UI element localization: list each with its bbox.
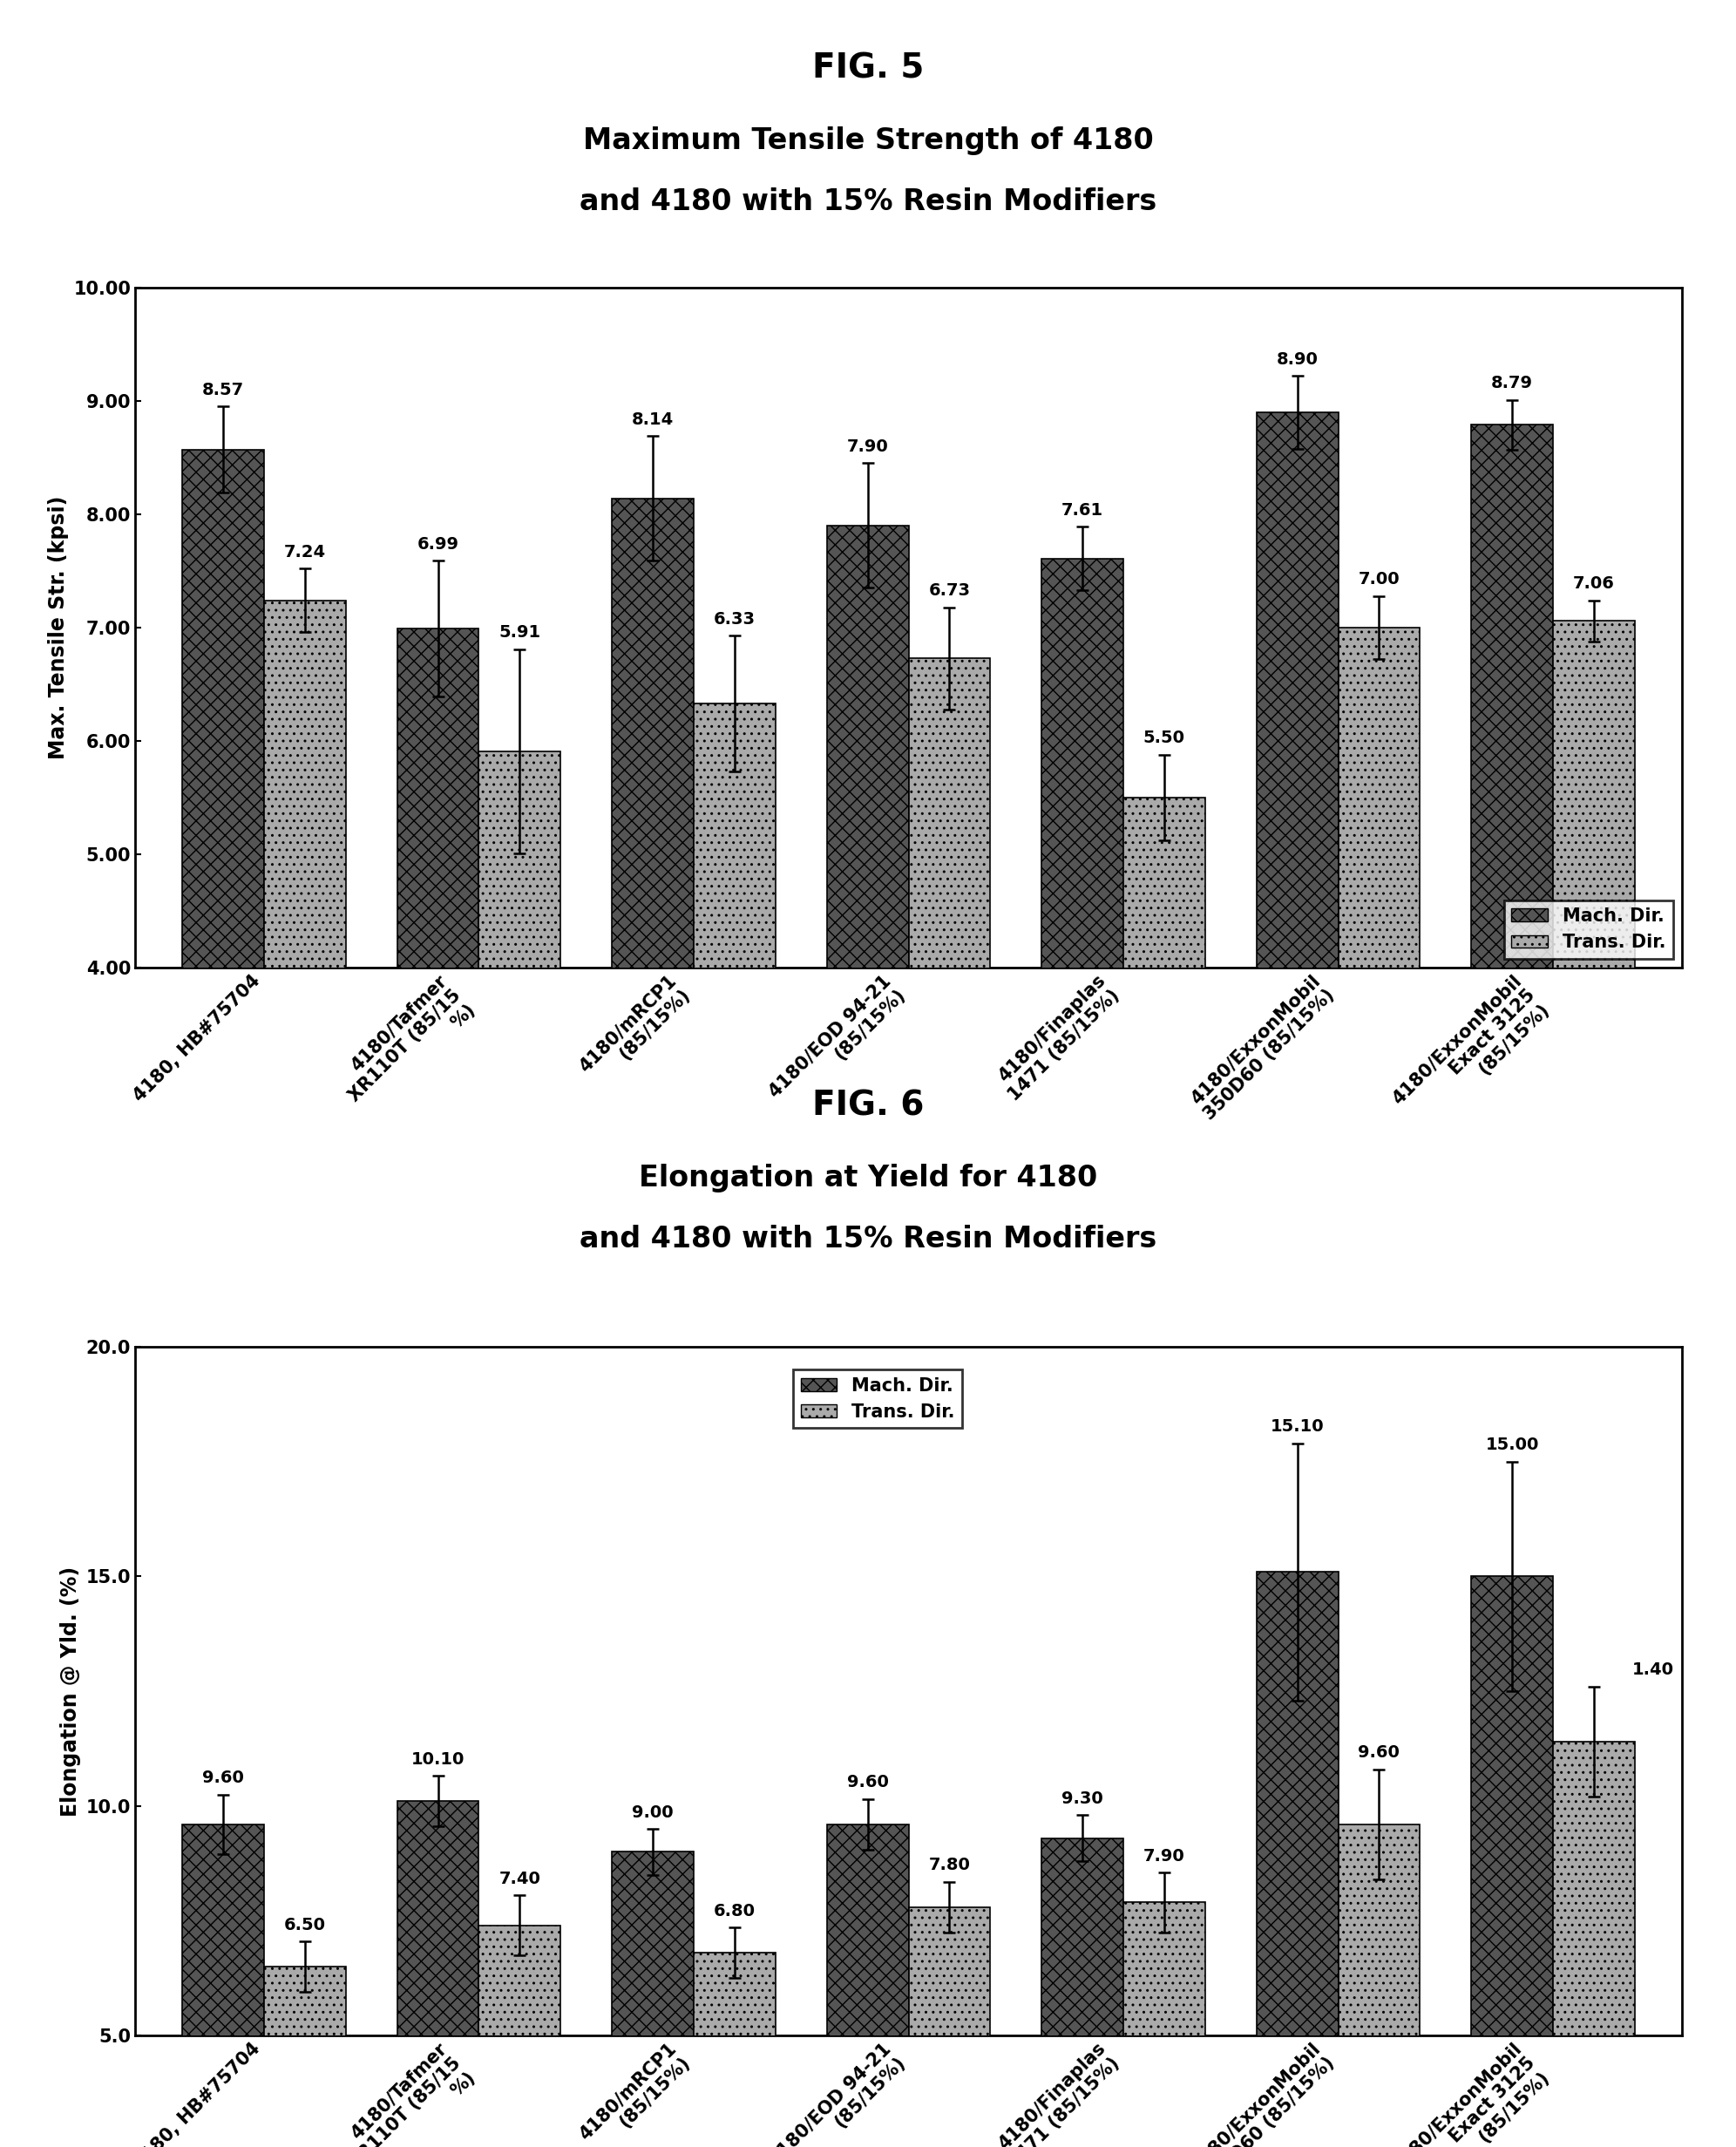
Legend: Mach. Dir., Trans. Dir.: Mach. Dir., Trans. Dir.: [793, 1370, 962, 1428]
Bar: [1123, 797, 1205, 1421]
Legend: Mach. Dir., Trans. Dir.: Mach. Dir., Trans. Dir.: [1505, 900, 1674, 958]
Bar: [1042, 1838, 1123, 2147]
Text: FIG. 6: FIG. 6: [812, 1091, 924, 1123]
Bar: [613, 1851, 694, 2147]
Bar: [1123, 1902, 1205, 2147]
Text: 6.33: 6.33: [713, 612, 755, 627]
Bar: [1554, 1741, 1635, 2147]
Text: 7.40: 7.40: [498, 1870, 540, 1887]
Bar: [1472, 425, 1554, 1421]
Text: 9.30: 9.30: [1062, 1791, 1104, 1808]
Text: 15.00: 15.00: [1486, 1436, 1540, 1454]
Bar: [479, 751, 561, 1421]
Text: 7.24: 7.24: [285, 543, 326, 560]
Text: 10.10: 10.10: [411, 1752, 465, 1767]
Bar: [1257, 1572, 1338, 2147]
Bar: [1257, 412, 1338, 1421]
Text: 6.50: 6.50: [285, 1917, 326, 1932]
Bar: [398, 1801, 479, 2147]
Bar: [613, 498, 694, 1421]
Text: 15.10: 15.10: [1271, 1419, 1325, 1434]
Bar: [398, 629, 479, 1421]
Bar: [908, 1907, 990, 2147]
Bar: [694, 704, 776, 1421]
Text: and 4180 with 15% Resin Modifiers: and 4180 with 15% Resin Modifiers: [580, 1224, 1156, 1254]
Text: 8.57: 8.57: [201, 382, 245, 399]
Text: 1.40: 1.40: [1632, 1662, 1675, 1679]
Y-axis label: Max. Tensile Str. (kpsi): Max. Tensile Str. (kpsi): [47, 496, 69, 760]
Text: 9.60: 9.60: [203, 1769, 245, 1786]
Text: Maximum Tensile Strength of 4180: Maximum Tensile Strength of 4180: [583, 127, 1153, 155]
Y-axis label: Elongation @ Yld. (%): Elongation @ Yld. (%): [61, 1565, 82, 1816]
Text: 7.90: 7.90: [1144, 1849, 1186, 1864]
Text: 8.79: 8.79: [1491, 376, 1533, 391]
Bar: [1472, 1576, 1554, 2147]
Text: Elongation at Yield for 4180: Elongation at Yield for 4180: [639, 1164, 1097, 1192]
Bar: [826, 1825, 908, 2147]
Bar: [264, 601, 345, 1421]
Bar: [182, 449, 264, 1421]
Text: 9.60: 9.60: [1358, 1743, 1399, 1761]
Bar: [1338, 1825, 1420, 2147]
Bar: [1554, 620, 1635, 1421]
Text: 8.90: 8.90: [1276, 352, 1318, 367]
Text: 9.60: 9.60: [847, 1773, 889, 1791]
Bar: [694, 1954, 776, 2147]
Text: and 4180 with 15% Resin Modifiers: and 4180 with 15% Resin Modifiers: [580, 187, 1156, 217]
Text: 7.80: 7.80: [929, 1857, 970, 1874]
Text: 6.80: 6.80: [713, 1902, 755, 1919]
Bar: [908, 659, 990, 1421]
Text: 6.73: 6.73: [929, 582, 970, 599]
Bar: [182, 1825, 264, 2147]
Text: 9.00: 9.00: [632, 1803, 674, 1821]
Bar: [479, 1926, 561, 2147]
Bar: [1042, 558, 1123, 1421]
Text: 7.00: 7.00: [1358, 571, 1399, 588]
Text: 7.06: 7.06: [1573, 575, 1614, 593]
Bar: [1338, 627, 1420, 1421]
Text: 5.91: 5.91: [498, 625, 540, 642]
Bar: [826, 526, 908, 1421]
Text: 6.99: 6.99: [417, 537, 458, 552]
Text: 7.90: 7.90: [847, 438, 889, 455]
Text: FIG. 5: FIG. 5: [812, 52, 924, 86]
Bar: [264, 1967, 345, 2147]
Text: 7.61: 7.61: [1062, 502, 1104, 520]
Text: 8.14: 8.14: [632, 412, 674, 427]
Text: 5.50: 5.50: [1144, 730, 1186, 747]
